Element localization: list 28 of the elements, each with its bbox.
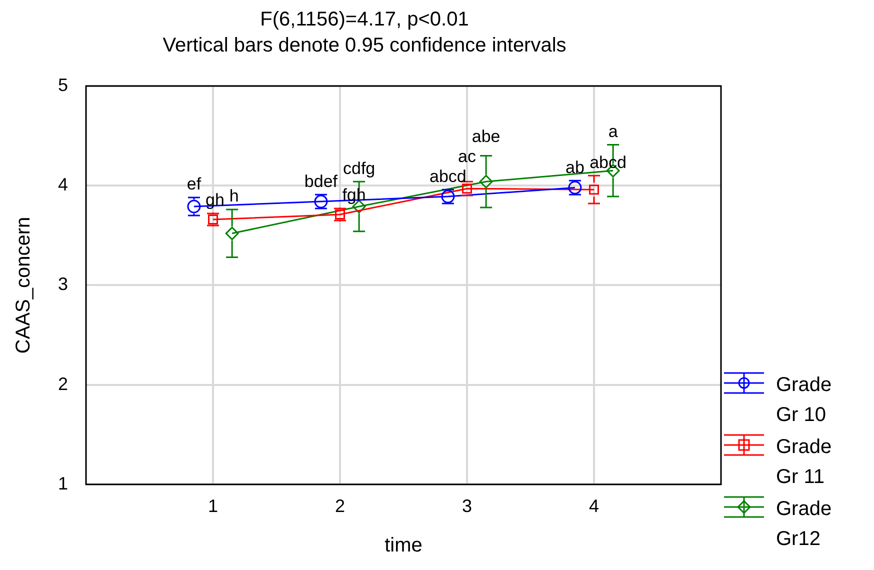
annotation: a — [608, 122, 618, 141]
y-axis-title: CAAS_concern — [12, 216, 35, 354]
annotation: ef — [186, 174, 202, 194]
y-tick-label: 3 — [58, 274, 68, 294]
y-tick-label: 5 — [58, 74, 68, 95]
legend-label: Grade Gr 10 — [776, 373, 833, 428]
point — [225, 226, 239, 240]
legend-label: Grade Gr 11 — [776, 435, 833, 490]
x-tick-label: 1 — [208, 496, 218, 516]
legend-label: Grade Gr12 — [776, 497, 833, 552]
annotation: bdef — [304, 172, 338, 191]
annotation: abe — [472, 126, 500, 146]
annotation: gh — [206, 190, 224, 210]
x-tick-label: 2 — [335, 496, 346, 516]
y-tick-label: 4 — [58, 174, 68, 195]
point — [479, 174, 493, 188]
x-tick-label: 3 — [462, 496, 472, 516]
annotation: ac — [458, 146, 476, 166]
annotation: ab — [565, 158, 584, 177]
y-tick-label: 1 — [58, 473, 68, 494]
chart-subtitle: Vertical bars denote 0.95 confidence intervals — [162, 34, 566, 57]
annotation: cdfg — [342, 158, 376, 178]
x-tick-label: 4 — [588, 496, 600, 516]
chart-title: F(6,1156)=4.17, p<0.01 — [260, 8, 469, 31]
y-tick-label: 2 — [58, 374, 68, 394]
x-axis-title: time — [384, 534, 422, 557]
annotation: h — [229, 186, 239, 206]
annotation: abcd — [430, 166, 466, 186]
